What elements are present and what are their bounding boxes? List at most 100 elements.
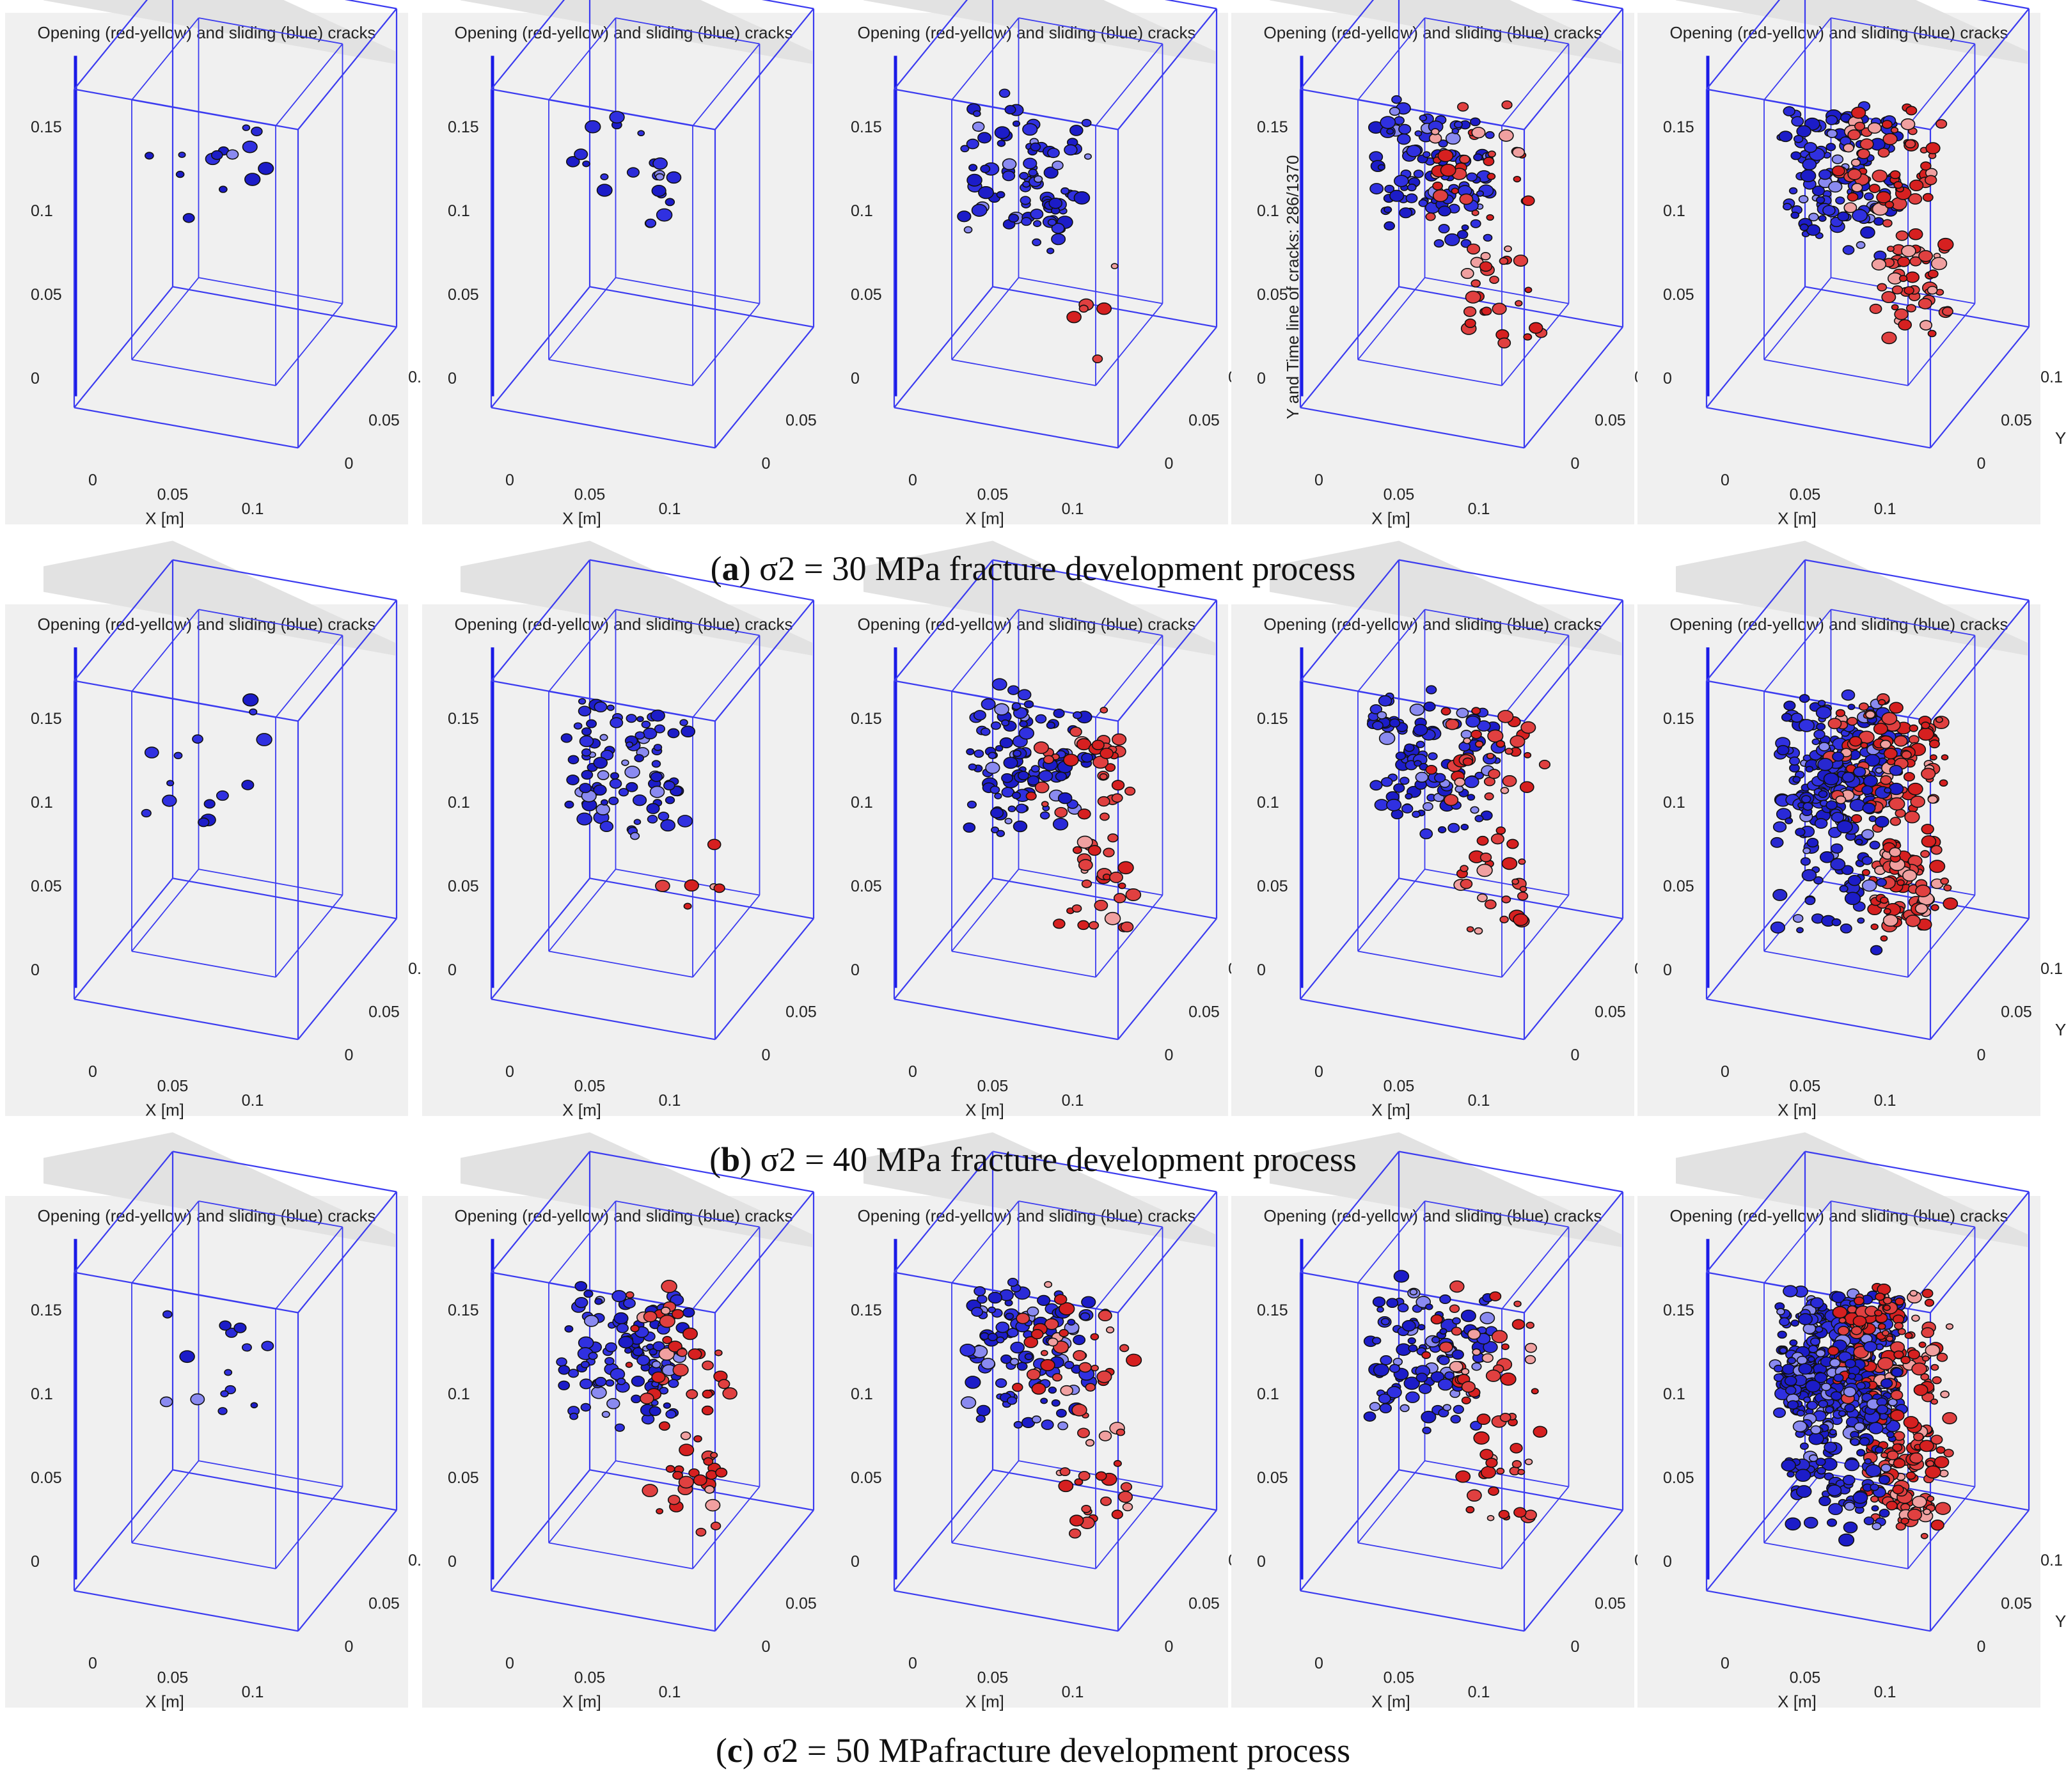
crack-point bbox=[1778, 130, 1793, 143]
crack-point bbox=[681, 725, 696, 738]
crack-point bbox=[631, 1394, 642, 1404]
crack-point bbox=[650, 709, 665, 722]
crack-point bbox=[1059, 1467, 1071, 1477]
crack-point bbox=[977, 132, 992, 144]
crack-point bbox=[1844, 892, 1861, 906]
crack-point bbox=[1071, 904, 1082, 913]
crack-point bbox=[1861, 879, 1877, 892]
axes-backplane bbox=[43, 1132, 395, 1247]
crack-point bbox=[1474, 815, 1484, 822]
crack-point bbox=[1796, 125, 1811, 138]
z-tick-label: 0.15 bbox=[31, 118, 62, 136]
crack-point bbox=[1825, 1406, 1834, 1414]
box-edge bbox=[1398, 1469, 1623, 1511]
box-edge bbox=[131, 17, 200, 100]
crack-point bbox=[1089, 921, 1100, 930]
crack-point bbox=[1893, 1458, 1906, 1468]
crack-point bbox=[1843, 1387, 1857, 1397]
box-edge bbox=[589, 559, 814, 601]
crack-point bbox=[1013, 750, 1021, 757]
box-edge bbox=[951, 277, 1020, 360]
crack-point bbox=[980, 164, 991, 173]
crack-point bbox=[1777, 1330, 1787, 1339]
crack-point bbox=[1921, 767, 1936, 780]
crack-point bbox=[626, 741, 634, 748]
crack-point bbox=[1511, 1460, 1522, 1468]
panel-background bbox=[1231, 604, 1634, 1116]
crack-point bbox=[1484, 899, 1497, 909]
crack-point bbox=[1847, 1372, 1856, 1380]
crack-point bbox=[688, 1468, 700, 1478]
crack-point bbox=[1529, 322, 1543, 334]
crack-point bbox=[1811, 738, 1820, 746]
z-tick-label: 0 bbox=[448, 370, 457, 388]
y-axis-label: Y [m] bbox=[2055, 1020, 2066, 1039]
x-tick-label: 0.1 bbox=[1468, 1092, 1490, 1110]
crack-point bbox=[1802, 158, 1817, 171]
crack-point bbox=[1369, 780, 1383, 791]
box-edge bbox=[491, 407, 716, 449]
crack-point bbox=[1044, 1318, 1059, 1330]
crack-point bbox=[564, 1325, 574, 1333]
crack-point bbox=[203, 799, 216, 809]
box-edge bbox=[1706, 1590, 1931, 1632]
crack-point bbox=[1447, 822, 1460, 833]
crack-point bbox=[1836, 820, 1853, 834]
crack-point bbox=[1790, 151, 1802, 161]
crack-point bbox=[1004, 105, 1016, 114]
crack-point bbox=[162, 794, 177, 807]
crack-point bbox=[1433, 239, 1444, 248]
crack-point bbox=[1818, 742, 1830, 751]
z-tick-label: 0.15 bbox=[1663, 118, 1694, 136]
crack-point bbox=[1502, 774, 1517, 787]
crack-point bbox=[1407, 1337, 1416, 1345]
crack-point bbox=[233, 1323, 247, 1333]
crack-point bbox=[1932, 1376, 1942, 1385]
box-edge bbox=[1501, 1226, 1570, 1310]
crack-point bbox=[1900, 1517, 1909, 1525]
crack-point bbox=[1011, 791, 1021, 799]
crack-point bbox=[1884, 787, 1892, 794]
crack-point bbox=[1870, 924, 1879, 931]
crack-point bbox=[1397, 1303, 1409, 1313]
y-tick-label: 0.1 bbox=[2040, 1552, 2063, 1569]
crack-point bbox=[1795, 828, 1806, 837]
crack-point bbox=[1432, 181, 1444, 191]
crack-point bbox=[1001, 773, 1013, 783]
crack-point bbox=[1013, 821, 1028, 833]
crack-point bbox=[1798, 719, 1815, 732]
crack-point bbox=[649, 1406, 661, 1417]
crack-point bbox=[1041, 801, 1049, 808]
crack-point bbox=[1438, 205, 1451, 217]
crack-point bbox=[653, 744, 663, 751]
crack-point bbox=[1911, 1362, 1927, 1376]
y-tick-label: 0 bbox=[1571, 455, 1580, 473]
crack-point bbox=[1877, 1323, 1886, 1330]
crack-point bbox=[1875, 1446, 1884, 1454]
crack-point bbox=[219, 1320, 232, 1331]
crack-plot-panel: Opening (red-yellow) and sliding (blue) … bbox=[825, 0, 1281, 528]
crack-point bbox=[1893, 1350, 1904, 1359]
crack-point bbox=[1057, 1421, 1069, 1431]
box-edge bbox=[1095, 1486, 1163, 1569]
crack-point bbox=[1884, 201, 1895, 209]
x-tick-label: 0 bbox=[505, 1654, 514, 1672]
crack-point bbox=[1046, 248, 1055, 255]
crack-point bbox=[1425, 212, 1436, 221]
crack-point bbox=[1895, 1297, 1905, 1306]
crack-point bbox=[1927, 285, 1938, 295]
crack-point bbox=[1465, 1505, 1475, 1514]
crack-point bbox=[1825, 143, 1836, 152]
crack-point bbox=[1463, 737, 1472, 744]
crack-point bbox=[564, 800, 574, 809]
box-edge bbox=[615, 17, 760, 45]
crack-point bbox=[1861, 785, 1873, 795]
crack-point bbox=[578, 1336, 594, 1349]
box-edge bbox=[275, 1226, 343, 1310]
crack-point bbox=[1451, 128, 1460, 134]
crack-point bbox=[1924, 175, 1937, 185]
z-tick-label: 0.15 bbox=[851, 1301, 882, 1319]
box-edge bbox=[1804, 1151, 2030, 1193]
crack-point bbox=[1861, 856, 1873, 865]
crack-point bbox=[1021, 217, 1032, 226]
